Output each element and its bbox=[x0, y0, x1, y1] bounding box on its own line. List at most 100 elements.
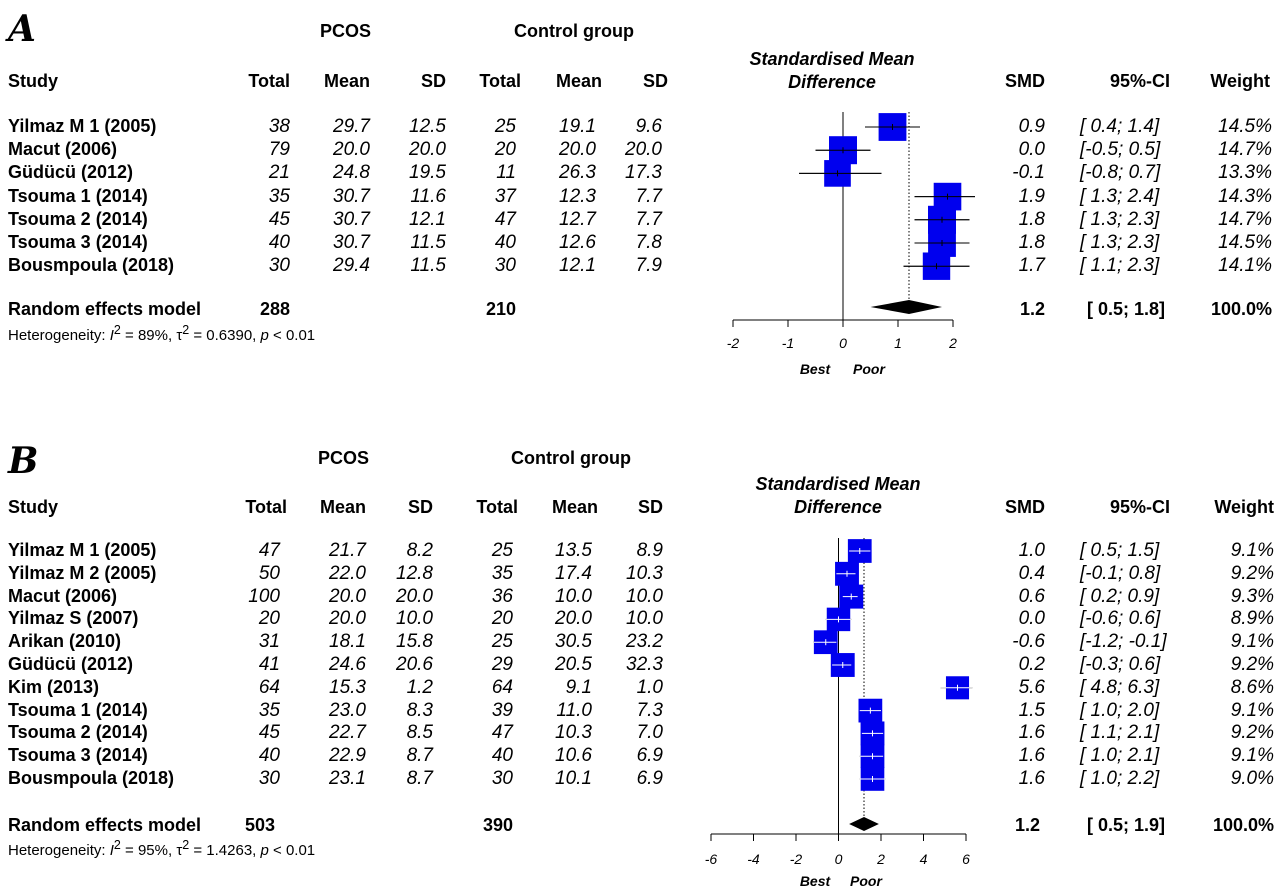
total1-header: Total bbox=[245, 497, 287, 517]
control-mean: 30.5 bbox=[555, 631, 592, 653]
pcos-total: 50 bbox=[258, 562, 280, 584]
x-tick-label: -2 bbox=[727, 335, 740, 351]
study-name: Tsouma 2 (2014) bbox=[8, 722, 148, 743]
weight-value: 9.2% bbox=[1230, 722, 1274, 744]
control-total: 47 bbox=[491, 722, 513, 744]
control-sd: 20.0 bbox=[625, 139, 662, 161]
control-sd: 23.2 bbox=[626, 631, 663, 653]
pcos-sd: 8.7 bbox=[406, 745, 433, 767]
pcos-sd: 20.0 bbox=[396, 585, 433, 607]
group2-label: Control group bbox=[511, 448, 631, 468]
ci-value: [ 1.0; 2.1] bbox=[1080, 745, 1160, 767]
weight-value: 9.1% bbox=[1230, 745, 1274, 767]
pcos-total: 45 bbox=[258, 722, 280, 744]
control-sd: 7.9 bbox=[635, 255, 662, 277]
pcos-mean: 23.0 bbox=[329, 699, 366, 721]
pcos-total: 30 bbox=[268, 255, 290, 277]
study-header: Study bbox=[8, 71, 59, 91]
poor-label: Poor bbox=[853, 361, 886, 377]
pcos-sd: 12.1 bbox=[409, 208, 446, 230]
pcos-total: 30 bbox=[258, 768, 280, 789]
pcos-total: 40 bbox=[258, 745, 280, 767]
study-name: Güdücü (2012) bbox=[8, 654, 134, 674]
control-total: 29 bbox=[491, 654, 513, 675]
smd-value: 1.9 bbox=[1018, 185, 1045, 207]
pcos-mean: 18.1 bbox=[329, 631, 366, 653]
x-tick-label: -2 bbox=[790, 851, 803, 867]
pcos-mean: 30.7 bbox=[333, 185, 370, 207]
model-weight: 100.0% bbox=[1210, 299, 1272, 319]
smd-value: 0.0 bbox=[1018, 608, 1045, 630]
ci-value: [ 1.3; 2.3] bbox=[1080, 232, 1160, 253]
group1-label: PCOS bbox=[320, 21, 372, 41]
total2-header: Total bbox=[476, 497, 518, 517]
control-sd: 32.3 bbox=[626, 654, 663, 675]
pooled-diamond bbox=[870, 300, 942, 314]
weight-value: 14.7% bbox=[1218, 208, 1272, 230]
control-total: 25 bbox=[491, 631, 513, 653]
study-name: Tsouma 1 (2014) bbox=[8, 185, 148, 206]
pcos-total: 40 bbox=[268, 232, 290, 253]
pooled-diamond bbox=[849, 817, 879, 831]
smd-value: 1.8 bbox=[1018, 232, 1045, 253]
smd-value: 0.9 bbox=[1018, 116, 1045, 137]
pcos-sd: 11.6 bbox=[410, 185, 446, 207]
control-sd: 8.9 bbox=[636, 540, 663, 561]
pcos-mean: 23.1 bbox=[329, 768, 366, 789]
model-label: Random effects model bbox=[8, 299, 202, 319]
model-smd: 1.2 bbox=[1019, 299, 1045, 319]
model-smd: 1.2 bbox=[1014, 815, 1040, 835]
control-total: 37 bbox=[494, 185, 516, 207]
ci-value: [ 1.3; 2.3] bbox=[1080, 208, 1160, 230]
plot-header-line2: Difference bbox=[788, 72, 876, 92]
ci-value: [ 1.0; 2.0] bbox=[1080, 699, 1160, 721]
pcos-mean: 24.6 bbox=[329, 654, 366, 675]
pcos-total: 35 bbox=[258, 699, 280, 721]
ci-value: [-0.3; 0.6] bbox=[1080, 654, 1161, 675]
x-tick-label: -1 bbox=[782, 335, 794, 351]
ci-header: 95%-CI bbox=[1109, 497, 1171, 517]
model-total1: 503 bbox=[244, 815, 275, 835]
pcos-sd: 15.8 bbox=[396, 631, 433, 653]
pcos-total: 31 bbox=[258, 631, 280, 653]
control-mean: 20.0 bbox=[555, 608, 592, 630]
control-total: 20 bbox=[491, 608, 513, 630]
smd-header: SMD bbox=[1005, 71, 1045, 91]
pcos-sd: 10.0 bbox=[396, 608, 433, 630]
pcos-sd: 8.3 bbox=[406, 699, 433, 721]
control-sd: 10.3 bbox=[626, 562, 663, 584]
pcos-sd: 20.6 bbox=[396, 654, 433, 675]
weight-value: 9.1% bbox=[1230, 699, 1274, 721]
x-tick-label: -6 bbox=[705, 851, 718, 867]
pcos-sd: 12.5 bbox=[409, 116, 446, 137]
ci-value: [-0.8; 0.7] bbox=[1080, 162, 1161, 184]
study-name: Yilmaz S (2007) bbox=[8, 608, 139, 629]
control-sd: 6.9 bbox=[636, 768, 663, 789]
pcos-mean: 22.0 bbox=[329, 562, 366, 584]
pcos-sd: 19.5 bbox=[409, 162, 446, 184]
weight-header: Weight bbox=[1210, 71, 1270, 91]
pcos-sd: 8.5 bbox=[406, 722, 433, 744]
model-weight: 100.0% bbox=[1212, 815, 1274, 835]
weight-value: 14.3% bbox=[1218, 185, 1272, 207]
ci-value: [ 1.3; 2.4] bbox=[1080, 185, 1160, 207]
control-total: 36 bbox=[491, 585, 513, 607]
smd-value: -0.1 bbox=[1012, 162, 1045, 184]
pcos-total: 41 bbox=[258, 654, 280, 675]
control-sd: 6.9 bbox=[636, 745, 663, 767]
control-mean: 20.5 bbox=[555, 654, 592, 675]
heterogeneity: Heterogeneity: I2 = 95%, τ2 = 1.4263, p … bbox=[8, 838, 316, 859]
ci-value: [-0.1; 0.8] bbox=[1080, 562, 1161, 584]
pcos-mean: 29.7 bbox=[333, 116, 370, 137]
sd1-header: SD bbox=[407, 497, 433, 517]
pcos-mean: 24.8 bbox=[333, 162, 370, 184]
control-total: 47 bbox=[494, 208, 516, 230]
control-total: 11 bbox=[496, 162, 516, 184]
ci-value: [ 1.1; 2.1] bbox=[1080, 722, 1160, 744]
control-mean: 12.6 bbox=[559, 232, 596, 253]
study-name: Tsouma 3 (2014) bbox=[8, 745, 148, 766]
pcos-total: 100 bbox=[248, 585, 280, 607]
ci-value: [ 4.8; 6.3] bbox=[1080, 676, 1160, 698]
weight-value: 9.3% bbox=[1230, 585, 1274, 607]
control-sd: 9.6 bbox=[635, 116, 662, 137]
